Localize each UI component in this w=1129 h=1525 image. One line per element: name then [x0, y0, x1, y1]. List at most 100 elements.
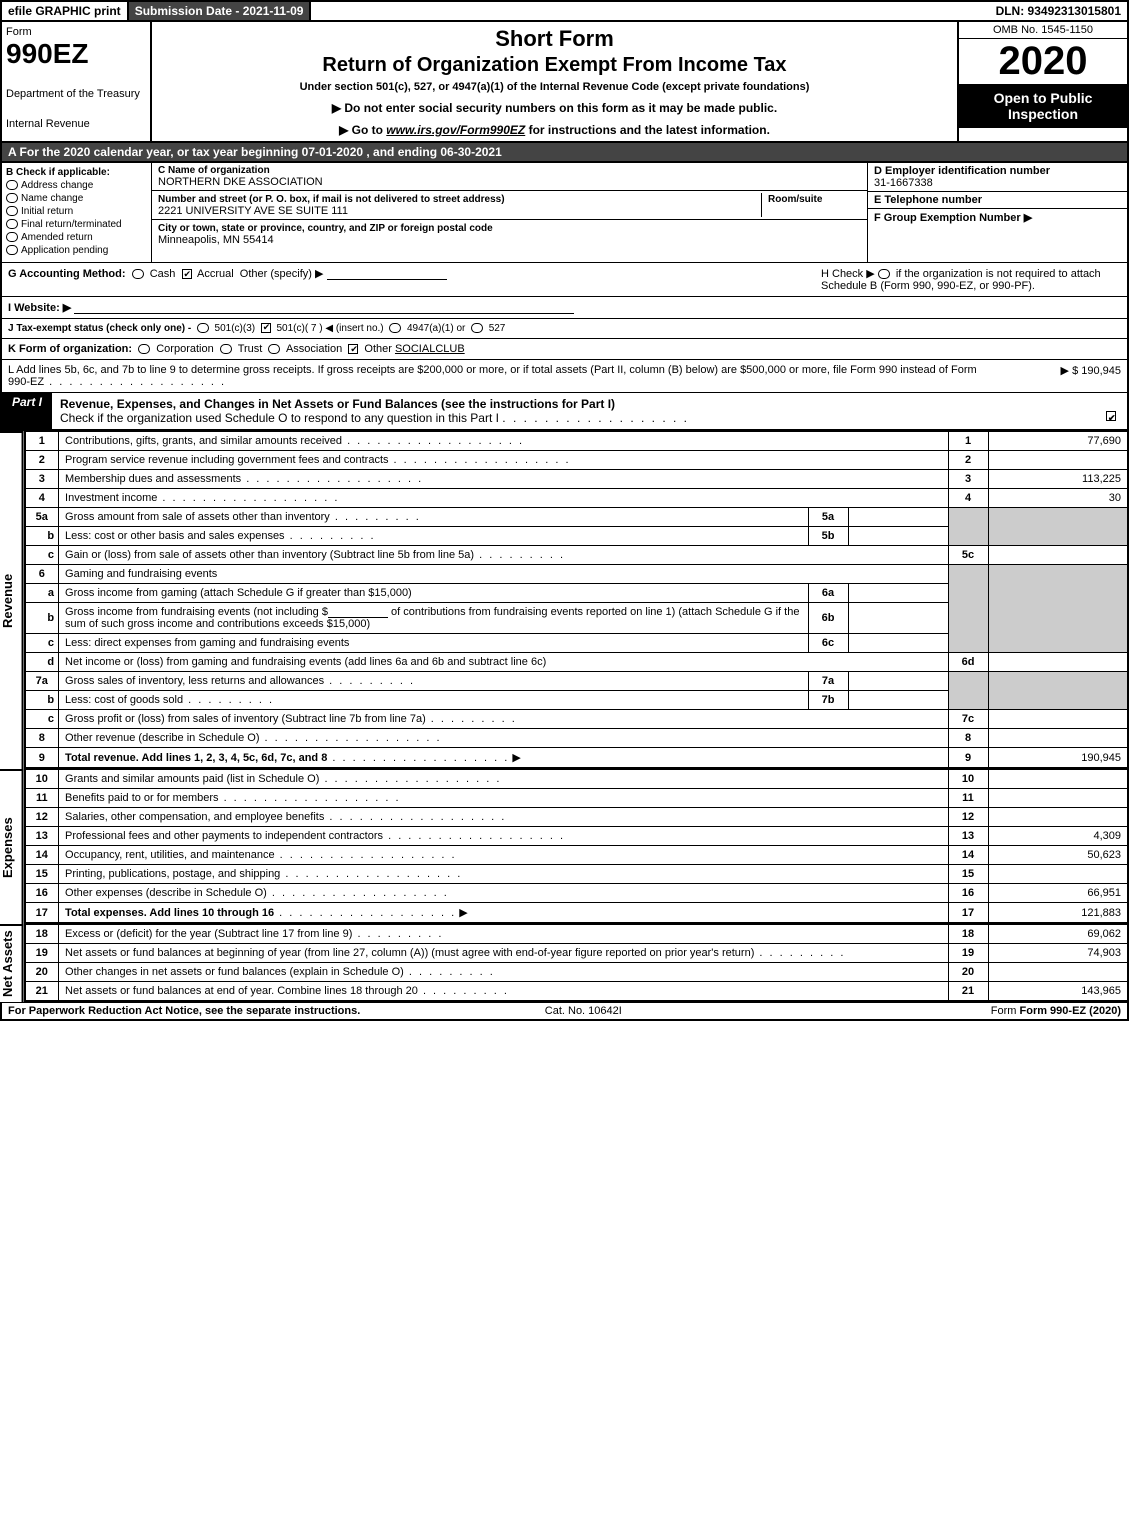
cb-label: Initial return [21, 206, 73, 217]
form-number: 990EZ [6, 38, 146, 70]
part-1-header: Part I Revenue, Expenses, and Changes in… [0, 392, 1129, 431]
group-exemption-label: F Group Exemption Number ▶ [874, 211, 1121, 224]
line-5c: c Gain or (loss) from sale of assets oth… [25, 546, 1128, 565]
line-1: 1 Contributions, gifts, grants, and simi… [25, 432, 1128, 451]
accounting-method: G Accounting Method: Cash Accrual Other … [8, 267, 447, 292]
accrual-label: Accrual [197, 268, 234, 280]
cb-other-org[interactable] [348, 344, 358, 354]
cb-amended[interactable]: Amended return [6, 232, 147, 243]
other-label: Other (specify) ▶ [240, 268, 324, 280]
cb-accrual[interactable] [182, 269, 192, 279]
website-blank[interactable] [74, 302, 574, 314]
short-form-title: Short Form [158, 26, 951, 52]
cb-trust[interactable] [220, 344, 232, 354]
l-text: L Add lines 5b, 6c, and 7b to line 9 to … [8, 364, 1001, 388]
cb-4947[interactable] [389, 323, 401, 333]
top-bar: efile GRAPHIC print Submission Date - 20… [0, 0, 1129, 22]
g-label: G Accounting Method: [8, 268, 126, 280]
street-label: Number and street (or P. O. box, if mail… [158, 194, 505, 205]
box-b-title: B Check if applicable: [6, 167, 147, 178]
org-name: NORTHERN DKE ASSOCIATION [158, 176, 861, 188]
ein-label: D Employer identification number [874, 165, 1121, 177]
line-7c: c Gross profit or (loss) from sales of i… [25, 710, 1128, 729]
opt-527: 527 [489, 323, 506, 334]
org-name-label: C Name of organization [158, 165, 861, 176]
goto-suffix: for instructions and the latest informat… [529, 123, 770, 137]
line-5a: 5a Gross amount from sale of assets othe… [25, 508, 1128, 527]
line-15: 15 Printing, publications, postage, and … [25, 865, 1128, 884]
cb-h[interactable] [878, 269, 890, 279]
h-prefix: H Check ▶ [821, 268, 875, 280]
section-a-period: A For the 2020 calendar year, or tax yea… [0, 143, 1129, 163]
footer-formref: Form Form 990-EZ (2020) [991, 1005, 1121, 1017]
entity-row: B Check if applicable: Address change Na… [0, 163, 1129, 262]
cb-name-change[interactable]: Name change [6, 193, 147, 204]
form-header: Form 990EZ Department of the Treasury In… [0, 22, 1129, 143]
line-21: 21 Net assets or fund balances at end of… [25, 982, 1128, 1002]
expenses-sidelabel: Expenses [0, 769, 24, 924]
cb-501c[interactable] [261, 323, 271, 333]
line-6: 6 Gaming and fundraising events [25, 565, 1128, 584]
dln: DLN: 93492313015801 [990, 2, 1127, 20]
l-amount: ▶ $ 190,945 [1001, 364, 1121, 388]
row-l: L Add lines 5b, 6c, and 7b to line 9 to … [0, 359, 1129, 392]
omb-number: OMB No. 1545-1150 [959, 22, 1127, 39]
part-1-title: Revenue, Expenses, and Changes in Net As… [52, 393, 1127, 429]
netassets-sidelabel: Net Assets [0, 924, 24, 1002]
irs-label: Internal Revenue [6, 118, 146, 130]
cb-cash[interactable] [132, 269, 144, 279]
cb-corp[interactable] [138, 344, 150, 354]
cb-527[interactable] [471, 323, 483, 333]
other-specify-blank[interactable] [327, 268, 447, 280]
line-8: 8 Other revenue (describe in Schedule O)… [25, 729, 1128, 748]
opt-501c: 501(c)( 7 ) ◀ (insert no.) [276, 323, 383, 334]
opt-corp: Corporation [156, 343, 213, 355]
line-13: 13 Professional fees and other payments … [25, 827, 1128, 846]
ein-value: 31-1667338 [874, 177, 1121, 189]
cb-label: Application pending [21, 245, 108, 256]
cb-initial-return[interactable]: Initial return [6, 206, 147, 217]
line-3: 3 Membership dues and assessments 3 113,… [25, 470, 1128, 489]
header-left: Form 990EZ Department of the Treasury In… [2, 22, 152, 141]
goto-row: ▶ Go to www.irs.gov/Form990EZ for instru… [158, 123, 951, 137]
line-4: 4 Investment income 4 30 [25, 489, 1128, 508]
line-7a: 7a Gross sales of inventory, less return… [25, 672, 1128, 691]
header-center: Short Form Return of Organization Exempt… [152, 22, 957, 141]
goto-link[interactable]: www.irs.gov/Form990EZ [386, 123, 525, 137]
cb-schedule-o[interactable] [1106, 411, 1116, 421]
open-to-public: Open to Public Inspection [959, 84, 1127, 128]
city-label: City or town, state or province, country… [158, 223, 493, 234]
line-6d: d Net income or (loss) from gaming and f… [25, 653, 1128, 672]
line-11: 11 Benefits paid to or for members 11 [25, 789, 1128, 808]
page-footer: For Paperwork Reduction Act Notice, see … [0, 1002, 1129, 1021]
website-label: I Website: ▶ [8, 302, 71, 314]
opt-other: Other [364, 343, 392, 355]
header-right: OMB No. 1545-1150 2020 Open to Public In… [957, 22, 1127, 141]
cash-label: Cash [150, 268, 176, 280]
expenses-table: 10 Grants and similar amounts paid (list… [24, 769, 1129, 924]
line-9: 9 Total revenue. Add lines 1, 2, 3, 4, 5… [25, 748, 1128, 769]
boxes-d-e-f: D Employer identification number 31-1667… [867, 163, 1127, 262]
room-label: Room/suite [768, 194, 822, 205]
cb-501c3[interactable] [197, 323, 209, 333]
form-word: Form [6, 26, 146, 38]
cb-address-change[interactable]: Address change [6, 180, 147, 191]
line-14: 14 Occupancy, rent, utilities, and maint… [25, 846, 1128, 865]
opt-501c3: 501(c)(3) [215, 323, 256, 334]
cb-label: Final return/terminated [21, 219, 122, 230]
under-section: Under section 501(c), 527, or 4947(a)(1)… [158, 81, 951, 93]
line-10: 10 Grants and similar amounts paid (list… [25, 770, 1128, 789]
ssn-warning: ▶ Do not enter social security numbers o… [158, 101, 951, 115]
line-17: 17 Total expenses. Add lines 10 through … [25, 903, 1128, 924]
return-title: Return of Organization Exempt From Incom… [158, 54, 951, 77]
other-org-value: SOCIALCLUB [395, 343, 465, 355]
box-h: H Check ▶ if the organization is not req… [821, 267, 1121, 292]
row-k: K Form of organization: Corporation Trus… [0, 338, 1129, 359]
opt-4947: 4947(a)(1) or [407, 323, 465, 334]
row-j: J Tax-exempt status (check only one) - 5… [0, 318, 1129, 338]
footer-left: For Paperwork Reduction Act Notice, see … [8, 1005, 360, 1017]
line-12: 12 Salaries, other compensation, and emp… [25, 808, 1128, 827]
cb-assoc[interactable] [268, 344, 280, 354]
cb-pending[interactable]: Application pending [6, 245, 147, 256]
cb-final-return[interactable]: Final return/terminated [6, 219, 147, 230]
